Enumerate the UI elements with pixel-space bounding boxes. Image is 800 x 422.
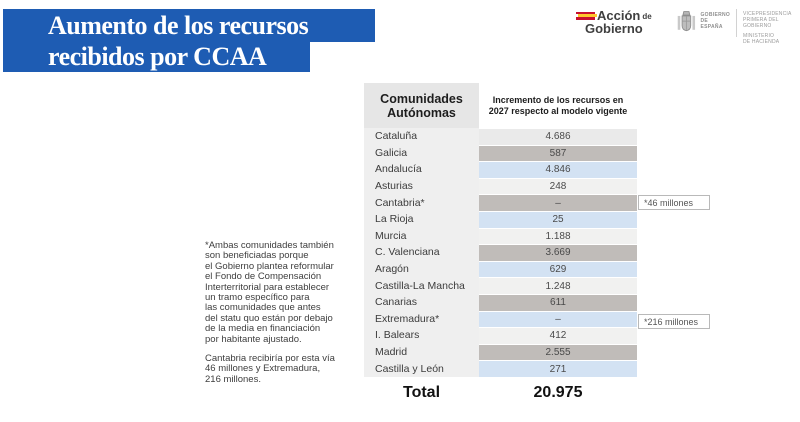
column-header-incremento: Incremento de los recursos en 2027 respe… <box>479 83 637 128</box>
title-line-2: recibidos por CCAA <box>3 42 310 72</box>
row-value: – <box>479 310 637 328</box>
table-row: Canarias 611 <box>364 293 637 311</box>
ccaa-table: Comunidades Autónomas Incremento de los … <box>364 83 637 402</box>
accion-de: de <box>642 12 652 21</box>
row-value: 25 <box>479 210 637 228</box>
footnote-paragraph-1: *Ambas comunidades también son beneficia… <box>205 240 334 345</box>
table-header: Comunidades Autónomas Incremento de los … <box>364 83 637 128</box>
row-name: Murcia <box>364 227 479 245</box>
header-logos: Acción de Gobierno GOBIERNO DE ESPAÑA VI… <box>576 6 800 45</box>
table-row: Cantabria* – <box>364 194 637 211</box>
row-value: 3.669 <box>479 244 637 261</box>
title-text-2: recibidos por CCAA <box>48 42 267 71</box>
table-row: Galicia 587 <box>364 144 637 162</box>
row-value: 271 <box>479 360 637 377</box>
row-name: Castilla y León <box>364 360 479 377</box>
row-name: Cataluña <box>364 128 479 145</box>
coat-of-arms-icon <box>677 11 695 32</box>
title-text-1: Aumento de los recursos <box>48 10 309 40</box>
row-name: Castilla-La Mancha <box>364 277 479 294</box>
row-name: Asturias <box>364 177 479 195</box>
table-row: Murcia 1.188 <box>364 227 637 245</box>
row-name: C. Valenciana <box>364 244 479 261</box>
row-name: I. Balears <box>364 327 479 344</box>
table-row: Andalucía 4.846 <box>364 161 637 178</box>
row-name: Aragón <box>364 260 479 278</box>
spain-flag-icon <box>576 11 597 20</box>
row-name: Andalucía <box>364 161 479 178</box>
table-body: Cataluña 4.686 Galicia 587 Andalucía 4.8… <box>364 128 637 377</box>
callout-216-text: *216 millones <box>644 316 699 327</box>
total-value: 20.975 <box>533 383 583 401</box>
callout-216-millones: *216 millones <box>638 314 710 329</box>
row-value: 4.686 <box>479 128 637 145</box>
row-value: 611 <box>479 293 637 311</box>
row-value: 4.846 <box>479 161 637 178</box>
row-name: Galicia <box>364 144 479 162</box>
table-row: Castilla y León 271 <box>364 360 637 377</box>
title-line-1: Aumento de los recursos <box>3 9 375 42</box>
accion-word: Acción <box>597 8 641 23</box>
row-name: Canarias <box>364 293 479 311</box>
row-value: 629 <box>479 260 637 278</box>
table-row: Asturias 248 <box>364 177 637 195</box>
table-row: Madrid 2.555 <box>364 343 637 361</box>
table-row: Aragón 629 <box>364 260 637 278</box>
table-row: I. Balears 412 <box>364 327 637 344</box>
row-name: La Rioja <box>364 210 479 228</box>
footnote-paragraph-2: Cantabria recibiría por esta vía 46 mill… <box>205 353 335 385</box>
logo-divider <box>736 9 737 37</box>
table-row: Extremadura* – <box>364 310 637 328</box>
row-value: 412 <box>479 327 637 344</box>
total-row: Total 20.975 <box>364 384 637 402</box>
vicepresidencia-label: VICEPRESIDENCIA PRIMERA DEL GOBIERNO <box>742 11 792 29</box>
row-value: 1.188 <box>479 227 637 245</box>
row-value: 1.248 <box>479 277 637 294</box>
page-title: Aumento de los recursos recibidos por CC… <box>3 9 375 72</box>
ministry-label: VICEPRESIDENCIA PRIMERA DEL GOBIERNO MIN… <box>743 11 800 49</box>
callout-46-millones: *46 millones <box>638 195 710 210</box>
table-row: Cataluña 4.686 <box>364 128 637 145</box>
column-header-comunidades: Comunidades Autónomas <box>364 83 479 128</box>
footnote-block: *Ambas comunidades también son beneficia… <box>205 240 357 385</box>
row-name: Extremadura* <box>364 310 479 328</box>
table-row: C. Valenciana 3.669 <box>364 244 637 261</box>
row-value: 248 <box>479 177 637 195</box>
total-label: Total <box>402 383 441 401</box>
gobierno-de-espana-label: GOBIERNO DE ESPAÑA <box>700 12 730 30</box>
gobierno-line2: DE ESPAÑA <box>700 18 723 30</box>
row-name: Cantabria* <box>364 194 479 211</box>
row-name: Madrid <box>364 343 479 361</box>
accion-de-gobierno-logo: Acción de Gobierno <box>576 9 652 36</box>
table-row: Castilla-La Mancha 1.248 <box>364 277 637 294</box>
table-row: La Rioja 25 <box>364 210 637 228</box>
row-value: 2.555 <box>479 343 637 361</box>
ministerio-hacienda-label: MINISTERIO DE HACIENDA <box>742 33 780 45</box>
callout-46-text: *46 millones <box>644 197 694 208</box>
accion-logo-line1: Acción de <box>576 9 652 22</box>
gobierno-word: Gobierno <box>584 21 643 36</box>
gobierno-line1: GOBIERNO <box>700 12 731 18</box>
row-value: – <box>479 194 637 211</box>
row-value: 587 <box>479 144 637 162</box>
